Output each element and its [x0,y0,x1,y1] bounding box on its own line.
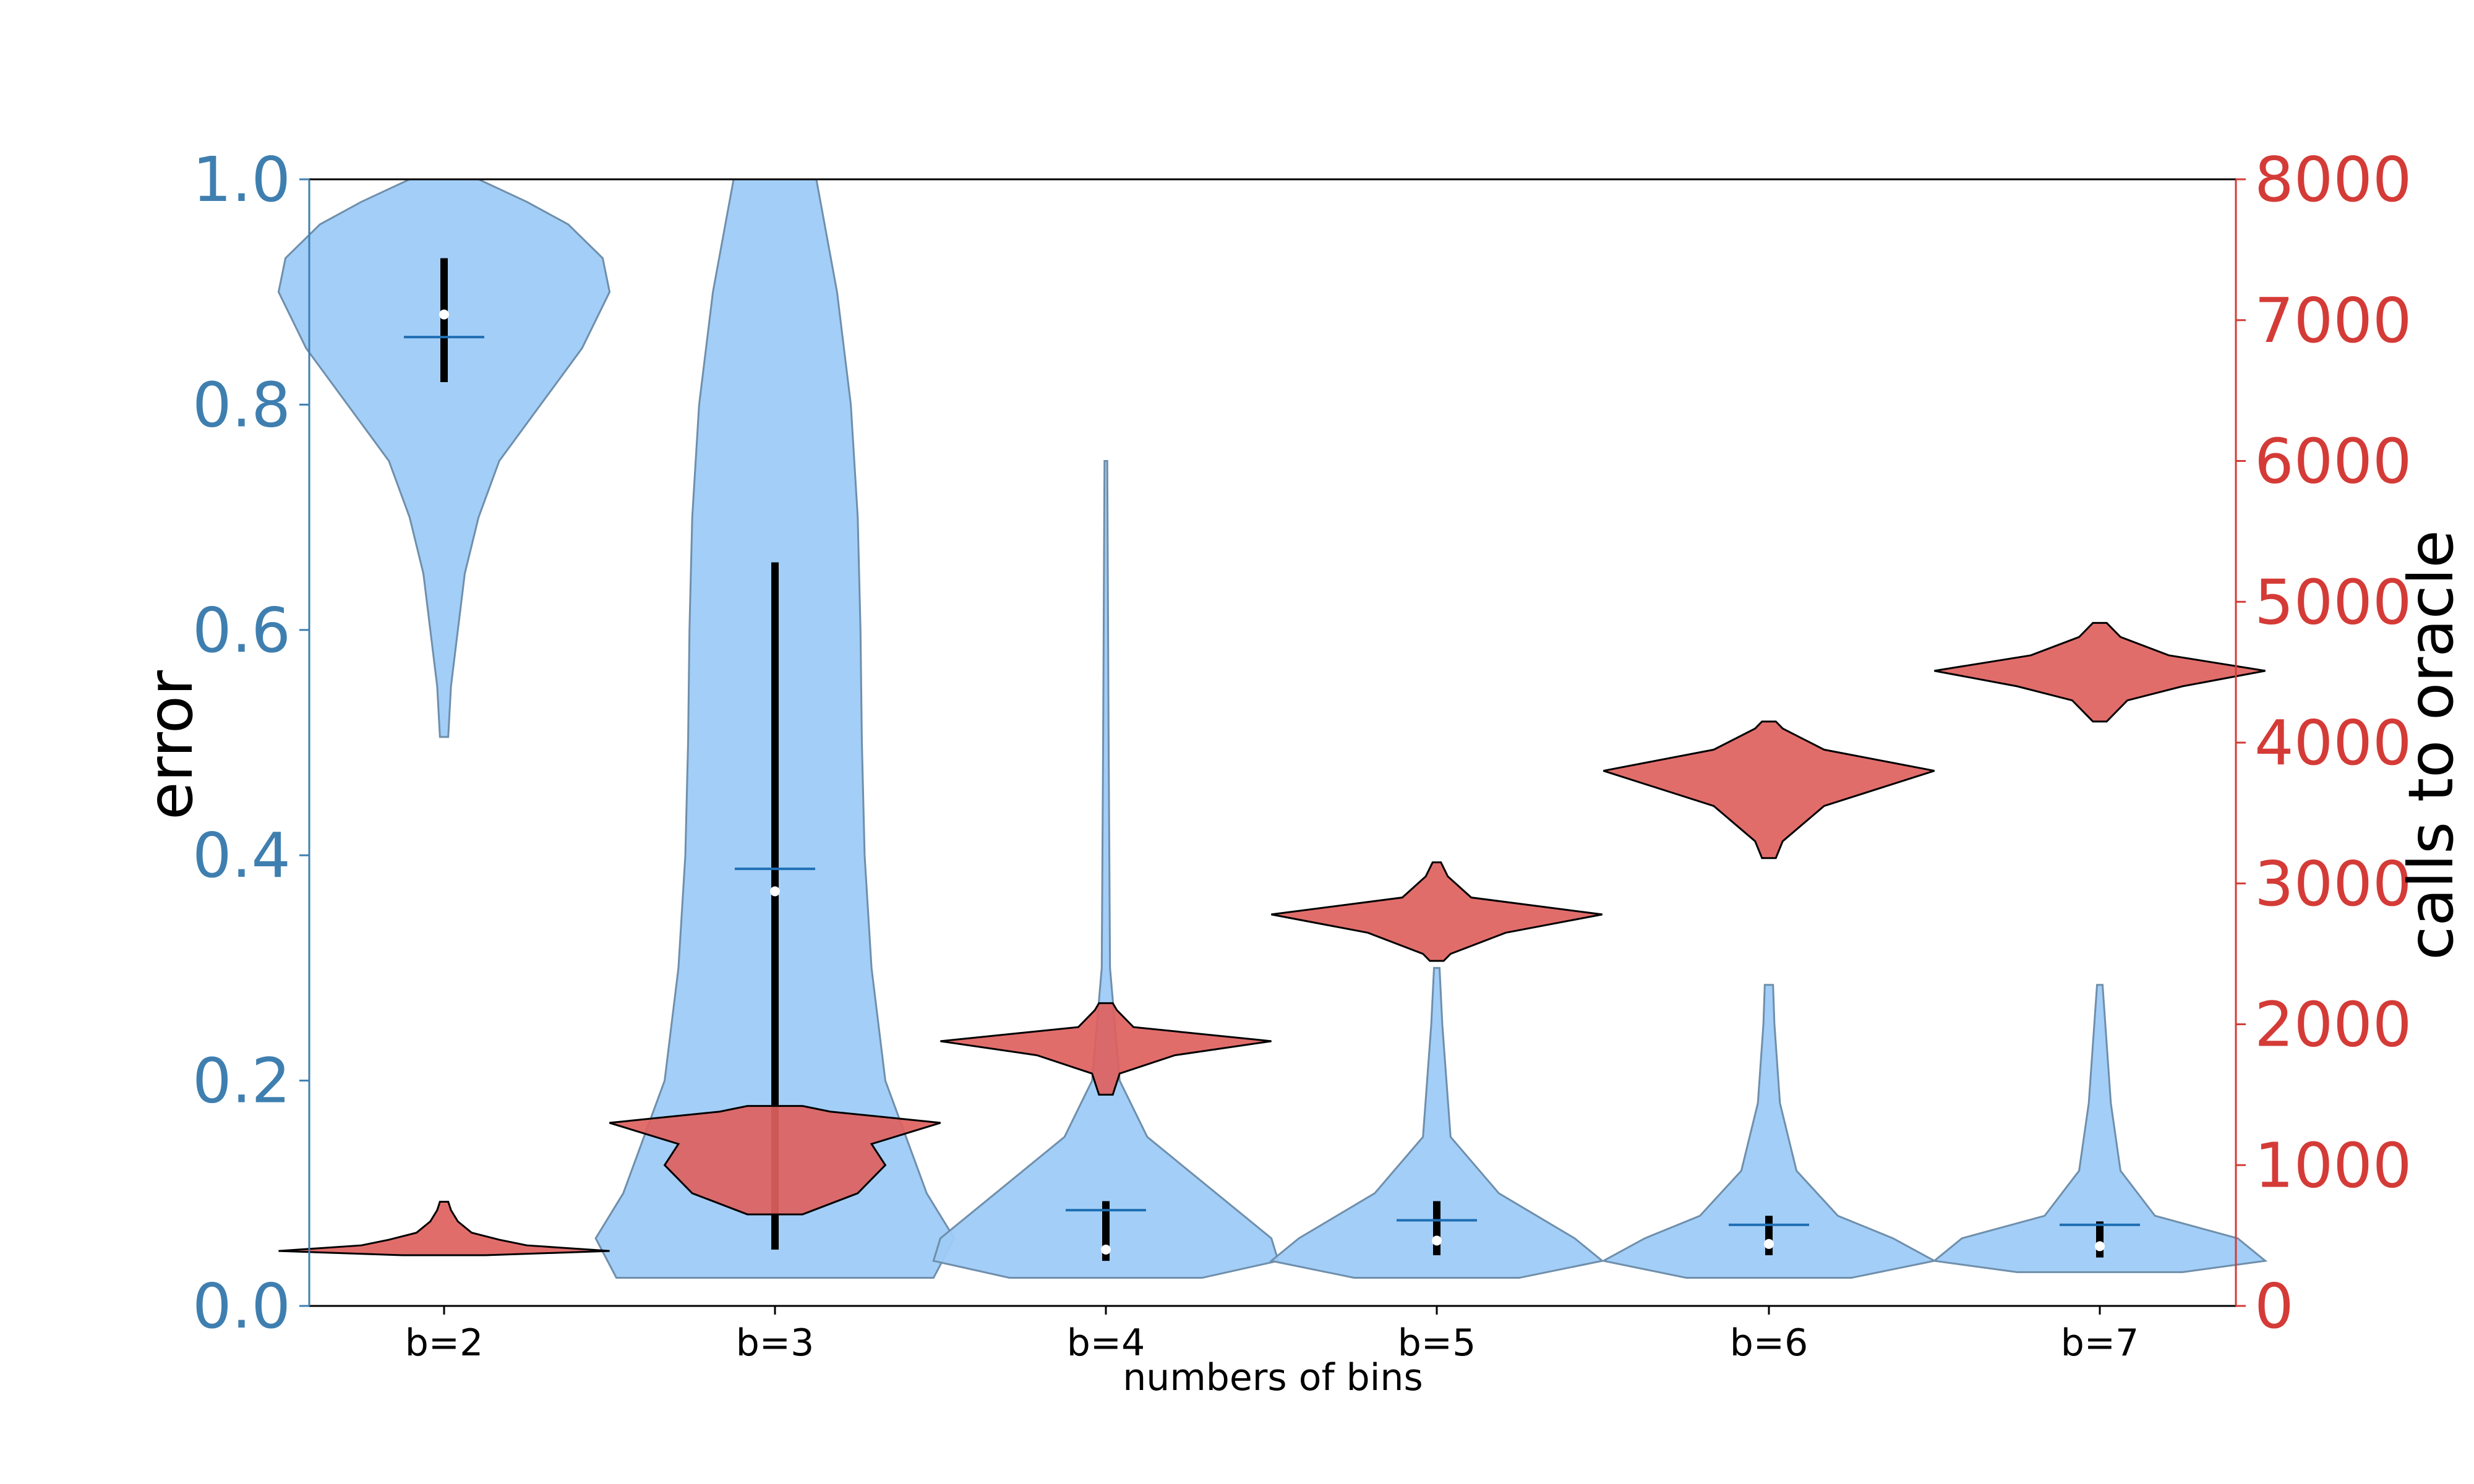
x-tick-label: b=2 [405,1321,484,1365]
x-tick-label: b=5 [1398,1321,1476,1365]
y-left-tick-label: 0.2 [192,1045,291,1117]
calls-violin-b=2 [278,1200,610,1256]
calls-violins [278,621,2266,1256]
error-iqr-b=6 [1765,1216,1773,1256]
x-tick-label: b=7 [2061,1321,2139,1365]
calls-violin-b=6 [1603,720,1935,859]
y-right-tick-label: 7000 [2254,284,2412,357]
y-axis-label-left: error [134,670,207,820]
y-right-tick-label: 8000 [2254,143,2412,216]
y-left-tick-label: 0.4 [192,819,291,892]
error-median-point-b=4 [1101,1244,1111,1255]
error-median-point-b=2 [439,309,449,320]
y-axis-label-right: calls to oracle [2395,530,2467,960]
error-median-point-b=5 [1432,1235,1442,1246]
error-iqr-b=7 [2096,1221,2104,1258]
calls-violin-b=7 [1934,621,2266,723]
y-right-tick-label: 3000 [2254,848,2412,920]
x-tick-label: b=6 [1730,1321,1808,1365]
error-violin-b=4 [932,460,1280,1279]
plot-frame [308,178,2237,1307]
error-violin-b=7 [1932,984,2268,1273]
y-left-tick-label: 0.8 [192,369,291,441]
y-left-tick-label: 1.0 [192,143,291,216]
error-violin-b=6 [1601,984,1937,1279]
error-violins [277,178,2268,1279]
x-tick-label: b=4 [1067,1321,1145,1365]
y-right-tick-label: 6000 [2254,425,2412,498]
axis-ticks: 0.0 0.2 0.4 0.6 0.8 1.0 0 1000 2000 3000 4000 5000 6… [192,143,2412,1365]
x-axis-label: numbers of bins [1123,1356,1423,1399]
error-iqr-b=3 [771,562,779,1250]
error-iqr-b=2 [440,258,448,382]
calls-violin-b=4 [940,1002,1272,1096]
y-right-tick-label: 4000 [2254,707,2412,779]
error-median-point-b=7 [2095,1241,2105,1252]
calls-violin-b=3 [609,1105,941,1216]
error-iqr-b=5 [1433,1201,1440,1256]
y-left-tick-label: 0.6 [192,594,291,667]
calls-violin-b=5 [1271,861,1603,962]
y-right-tick-label: 5000 [2254,566,2412,638]
error-violin-b=5 [1269,966,1604,1279]
y-right-tick-label: 2000 [2254,989,2412,1061]
y-right-tick-label: 1000 [2254,1129,2412,1201]
error-median-point-b=6 [1764,1239,1774,1249]
y-right-tick-label: 0 [2254,1270,2294,1342]
x-tick-label: b=3 [736,1321,815,1365]
error-median-point-b=3 [770,886,780,897]
y-left-tick-label: 0.0 [192,1270,291,1342]
